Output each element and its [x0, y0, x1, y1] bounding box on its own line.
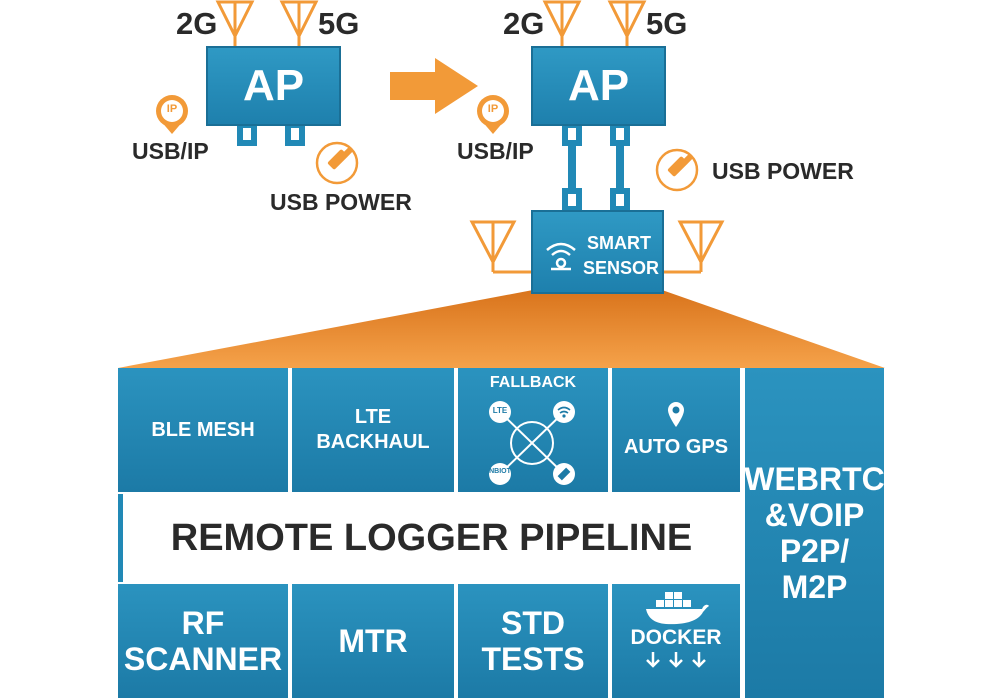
tile-label: P2P/	[779, 533, 850, 569]
tile-label: &VOIP	[764, 497, 865, 533]
tile-label: RF	[181, 605, 225, 641]
tile-label: TESTS	[481, 641, 585, 677]
tile-label: BLE MESH	[151, 418, 255, 441]
tile-label: M2P	[781, 569, 848, 605]
funnel-shape	[118, 290, 885, 368]
ip-badge: IP	[487, 103, 499, 115]
fallback-network-icon	[489, 401, 575, 485]
banner-edge	[118, 494, 123, 582]
tile-mtr: MTR	[292, 584, 454, 698]
tile-label: AUTO GPS	[623, 435, 729, 458]
smart-sensor-box: SMART SENSOR	[531, 210, 664, 294]
pipeline-banner: REMOTE LOGGER PIPELINE	[123, 494, 740, 582]
docker-whale-icon	[646, 592, 709, 625]
nbiot-node-label: NBIOT	[489, 468, 511, 475]
antenna-icon	[215, 0, 319, 46]
tile-ble-mesh: BLE MESH	[118, 368, 288, 492]
tile-lte-backhaul: LTE BACKHAUL	[292, 368, 454, 492]
band-5g-label: 5G	[318, 6, 360, 41]
band-2g-label: 2G	[176, 6, 218, 41]
antenna-icon	[542, 0, 647, 46]
tile-label: FALLBACK	[489, 374, 577, 391]
usb-ip-label: USB/IP	[132, 138, 209, 164]
usb-power-label: USB POWER	[270, 189, 412, 215]
left-ap-box: AP	[206, 46, 341, 126]
arrow-right-icon	[390, 58, 478, 114]
band-2g-label: 2G	[503, 6, 545, 41]
tile-label: MTR	[338, 623, 408, 659]
ip-badge: IP	[166, 103, 178, 115]
usb-power-label: USB POWER	[712, 158, 854, 184]
tile-label: BACKHAUL	[316, 431, 430, 453]
right-ap-box: AP	[531, 46, 666, 126]
ip-pin-icon	[156, 95, 188, 134]
ip-pin-icon	[477, 95, 509, 134]
usb-power-icon	[655, 148, 699, 192]
tile-label: LTE	[354, 406, 392, 428]
tile-webrtc-voip: WEBRTC &VOIP P2P/ M2P	[744, 368, 885, 698]
wireless-sensor-icon	[546, 242, 576, 271]
usb-cable	[562, 122, 630, 212]
usb-ip-label: USB/IP	[457, 138, 534, 164]
location-pin-icon	[668, 401, 684, 427]
tile-fallback: FALLBACK LTE NBIOT	[458, 368, 608, 492]
usb-port-icon	[237, 122, 305, 146]
tile-rf-scanner: RF SCANNER	[118, 584, 288, 698]
lte-node-label: LTE	[492, 406, 508, 415]
antenna-icon	[469, 220, 725, 274]
tile-label: WEBRTC	[744, 461, 885, 497]
sensor-label-line2: SENSOR	[583, 258, 660, 278]
tile-label: STD	[501, 605, 565, 641]
band-5g-label: 5G	[646, 6, 688, 41]
sensor-label-line1: SMART	[587, 233, 651, 253]
tile-label: SCANNER	[123, 641, 283, 677]
tile-docker: DOCKER	[612, 584, 740, 698]
tile-std-tests: STD TESTS	[458, 584, 608, 698]
tile-label: DOCKER	[630, 626, 722, 649]
tile-auto-gps: AUTO GPS	[612, 368, 740, 492]
download-arrows-icon	[646, 652, 706, 668]
usb-power-icon	[315, 141, 359, 185]
